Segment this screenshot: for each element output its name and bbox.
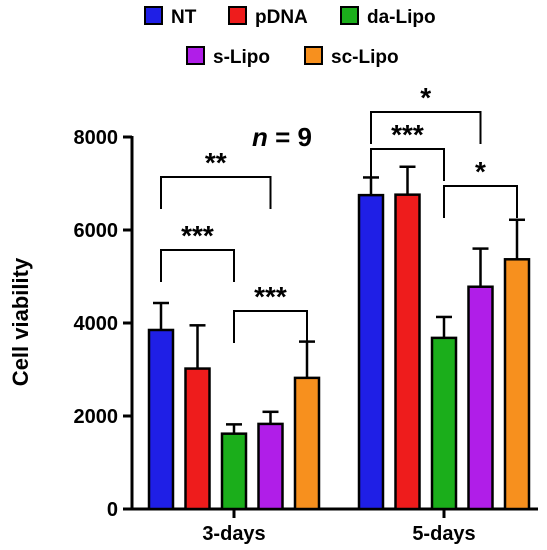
significance-label: * [420,82,431,113]
significance-label: ** [205,147,227,178]
significance-bracket [443,185,518,218]
y-tick-label: 0 [107,499,118,521]
legend-label: da-Lipo [367,7,436,28]
legend-label: sc-Lipo [331,47,399,68]
legend-label: s-Lipo [213,47,270,68]
significance-label: *** [391,119,424,150]
significance-bracket [233,310,308,343]
legend-label: pDNA [255,7,308,28]
significance-bracket [370,148,445,181]
bar [467,285,494,511]
significance-layer: ************* [160,82,518,343]
significance-label: *** [181,220,214,251]
legend: NT pDNA da-Lipo s-Lipo sc-Lipo [144,6,436,68]
x-tick-label: 5-days [412,523,475,545]
bar [293,376,321,511]
bar [430,336,458,511]
y-tick-label: 2000 [74,406,119,428]
legend-swatch [186,46,205,65]
bars-layer [147,165,531,511]
sample-size-annotation: n = 9 [252,122,312,152]
bar [357,193,385,511]
y-tick-label: 4000 [74,313,119,335]
significance-label: * [475,156,486,187]
y-axis: 0 2000 4000 6000 8000 [74,127,134,521]
sample-size-value: = 9 [268,122,312,152]
significance-label: *** [254,281,287,312]
x-axis: 3-days 5-days [130,507,538,545]
y-axis-title: Cell viability [8,257,33,386]
bar [394,193,421,511]
legend-swatch [228,6,247,25]
significance-bracket [160,249,235,282]
bar [503,258,531,511]
sample-size-symbol: n [252,122,268,152]
y-tick-label: 8000 [74,127,119,149]
significance-bracket [370,111,482,144]
y-tick-label: 6000 [74,220,119,242]
legend-swatch [340,6,359,25]
legend-swatch [144,6,163,25]
bar [147,328,175,511]
legend-swatch [304,46,323,65]
bar [257,422,284,511]
bar [184,367,211,511]
significance-bracket [160,176,272,209]
bar [220,432,248,511]
legend-label: NT [171,7,197,28]
x-tick-label: 3-days [202,523,265,545]
